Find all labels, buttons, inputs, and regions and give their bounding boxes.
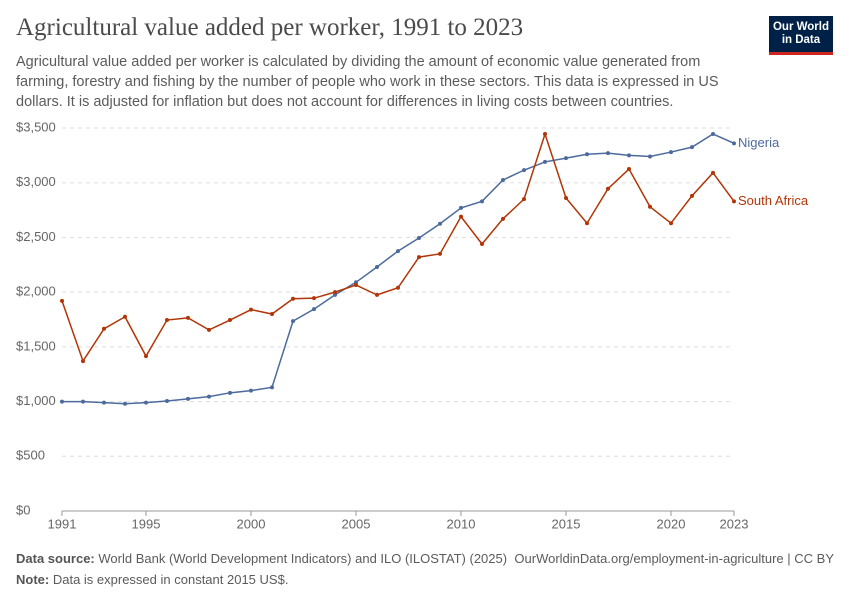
data-point [669, 150, 673, 155]
footer: Data source: World Bank (World Developme… [16, 548, 834, 590]
x-tick-label: 1995 [132, 516, 161, 531]
data-point [81, 399, 85, 404]
data-point [333, 290, 337, 295]
y-tick-label: $1,500 [16, 338, 56, 353]
note-label: Note: [16, 572, 50, 587]
y-tick-label: $500 [16, 448, 45, 463]
data-point [186, 396, 190, 401]
series-label: South Africa [738, 193, 809, 208]
y-tick-label: $1,000 [16, 393, 56, 408]
data-point [711, 132, 715, 137]
x-tick-label: 2005 [342, 516, 371, 531]
data-point [564, 196, 568, 201]
y-tick-label: $2,500 [16, 229, 56, 244]
logo-text: Our World [772, 21, 829, 33]
data-point [417, 255, 421, 260]
data-point [270, 312, 274, 317]
data-point [480, 241, 484, 246]
data-point [354, 283, 358, 288]
source-label: Data source: [16, 551, 95, 566]
data-point [270, 385, 274, 390]
data-point [165, 318, 169, 323]
data-point [417, 235, 421, 240]
x-tick-label: 1991 [48, 516, 77, 531]
data-point [732, 199, 736, 204]
source: World Bank (World Development Indicators… [98, 551, 508, 566]
y-tick-label: $2,000 [16, 284, 56, 299]
data-point [60, 298, 64, 303]
data-point [123, 401, 127, 406]
x-tick-label: 2010 [447, 516, 476, 531]
data-point [627, 167, 631, 172]
data-point [144, 354, 148, 359]
x-tick-label: 2020 [657, 516, 686, 531]
x-tick-label: 2023 [720, 516, 749, 531]
data-point [396, 249, 400, 254]
series-line [61, 131, 735, 363]
data-point [459, 205, 463, 210]
data-point [81, 359, 85, 364]
y-tick-label: $0 [16, 502, 30, 517]
data-point [333, 292, 337, 297]
data-point [312, 296, 316, 301]
data-point [375, 264, 379, 269]
data-point [165, 399, 169, 404]
data-point [711, 170, 715, 175]
logo-text: in Data [781, 34, 821, 46]
data-point [564, 156, 568, 161]
data-point [186, 315, 190, 320]
series-line [62, 133, 735, 405]
data-point [249, 307, 253, 312]
source-url[interactable]: OurWorldinData.org/employment-in-agricul… [514, 551, 834, 566]
data-point [291, 296, 295, 301]
logo[interactable]: Our World in Data [769, 16, 833, 55]
data-point [60, 399, 64, 404]
chart: $0 $500 $1,000 $1,500 $2,000 $2,500 $3,000 $3,5… [16, 119, 809, 531]
data-point [501, 177, 505, 182]
data-point [144, 400, 148, 405]
data-point [228, 390, 232, 395]
data-point [438, 251, 442, 256]
data-point [669, 221, 673, 226]
data-point [606, 186, 610, 191]
data-point [480, 199, 484, 204]
series-label: Nigeria [738, 135, 780, 150]
y-tick-label: $3,500 [16, 119, 56, 134]
data-point [102, 400, 106, 405]
data-point [312, 307, 316, 312]
chart-subtitle: Agricultural value added per worker is c… [16, 54, 719, 110]
data-point [207, 327, 211, 332]
data-point [123, 314, 127, 319]
data-point [585, 221, 589, 226]
chart-title: Agricultural value added per worker, 199… [16, 14, 524, 41]
x-tick-label: 2015 [552, 516, 581, 531]
data-point [543, 132, 547, 137]
data-point [648, 154, 652, 159]
y-tick-label: $3,000 [16, 174, 56, 189]
data-point [543, 159, 547, 164]
data-point [522, 168, 526, 173]
data-point [291, 319, 295, 324]
data-point [627, 153, 631, 158]
data-point [354, 280, 358, 285]
data-point [228, 318, 232, 323]
data-point [606, 151, 610, 156]
data-point [459, 214, 463, 219]
data-point [375, 292, 379, 297]
data-point [249, 388, 253, 393]
data-point [522, 197, 526, 202]
data-point [501, 216, 505, 221]
data-point [690, 193, 694, 198]
note: Data is expressed in constant 2015 US$. [52, 572, 289, 587]
data-point [396, 285, 400, 290]
data-point [438, 221, 442, 226]
data-point [732, 141, 736, 146]
data-point [690, 145, 694, 150]
data-point [648, 204, 652, 209]
data-point [585, 152, 589, 157]
data-point [207, 394, 211, 399]
x-tick-label: 2000 [237, 516, 266, 531]
data-point [102, 326, 106, 331]
